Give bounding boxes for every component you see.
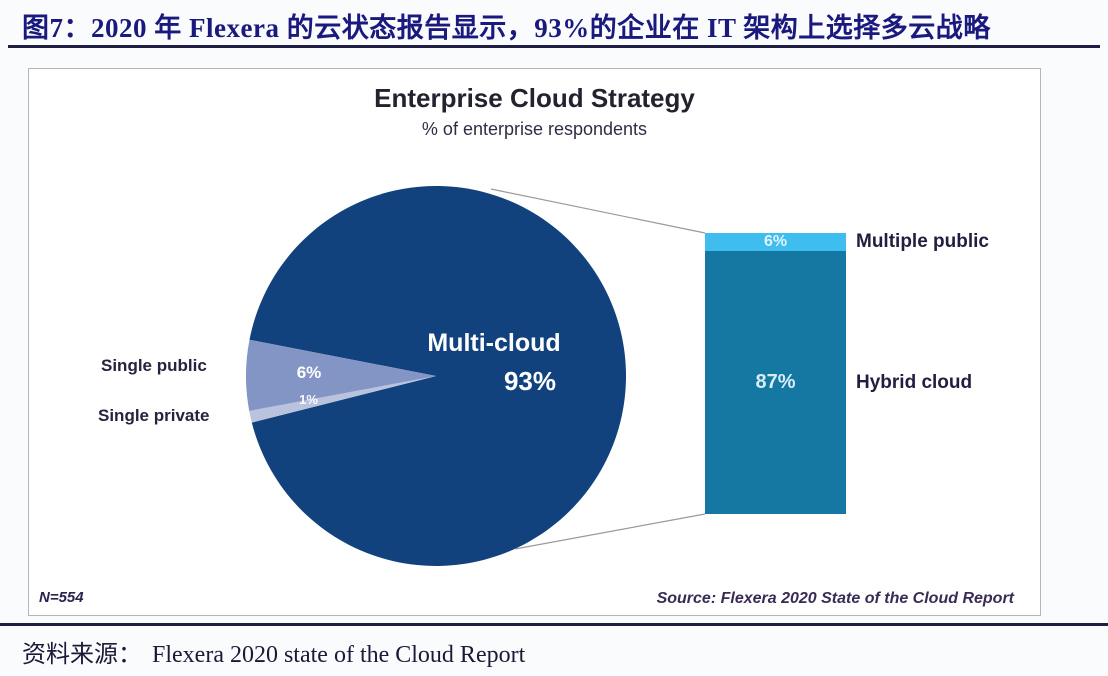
- bar-segment-hybrid-cloud: 87%: [705, 251, 846, 514]
- chart-source-label: Source: Flexera 2020 State of the Cloud …: [656, 590, 1014, 607]
- pie-slice-single-public: [245, 339, 436, 411]
- bar-value-multiple-public: 6%: [763, 233, 788, 251]
- sample-size-label: N=554: [39, 589, 84, 606]
- footer-divider: [0, 623, 1108, 626]
- chart-subtitle: % of enterprise respondents: [421, 119, 648, 139]
- bar-value-hybrid-cloud: 87%: [755, 371, 796, 394]
- chart-panel: Enterprise Cloud Strategy % of enterpris…: [28, 68, 1041, 616]
- connector-line-top: [490, 188, 706, 234]
- footer-caption: 资料来源： Flexera 2020 state of the Cloud Rep…: [22, 634, 525, 669]
- pie-label-multi-cloud: Multi-cloud: [427, 329, 561, 357]
- label-multiple-public: Multiple public: [856, 231, 989, 252]
- pie-value-single-public: 6%: [296, 363, 322, 382]
- chart-title: Enterprise Cloud Strategy: [374, 83, 695, 113]
- pie-value-multi-cloud: 93%: [503, 366, 557, 396]
- pie-slice-single-private: [249, 376, 436, 423]
- breakdown-bar: 6% 87%: [705, 233, 846, 514]
- connector-line-bottom: [514, 513, 706, 550]
- header-divider: [8, 45, 1100, 48]
- bar-segment-multiple-public: 6%: [705, 233, 846, 252]
- figure-title: 图7：2020 年 Flexera 的云状态报告显示，93%的企业在 IT 架构…: [22, 13, 991, 43]
- pie-value-single-private: 1%: [299, 392, 318, 407]
- label-hybrid-cloud: Hybrid cloud: [856, 372, 973, 393]
- label-single-private: Single private: [98, 406, 210, 425]
- footer-source-text: Flexera 2020 state of the Cloud Report: [152, 642, 526, 668]
- label-single-public: Single public: [101, 356, 207, 375]
- pie-slice-multi-cloud: [249, 185, 627, 566]
- footer-source-label: 资料来源：: [22, 642, 142, 668]
- pie-chart: [245, 185, 706, 566]
